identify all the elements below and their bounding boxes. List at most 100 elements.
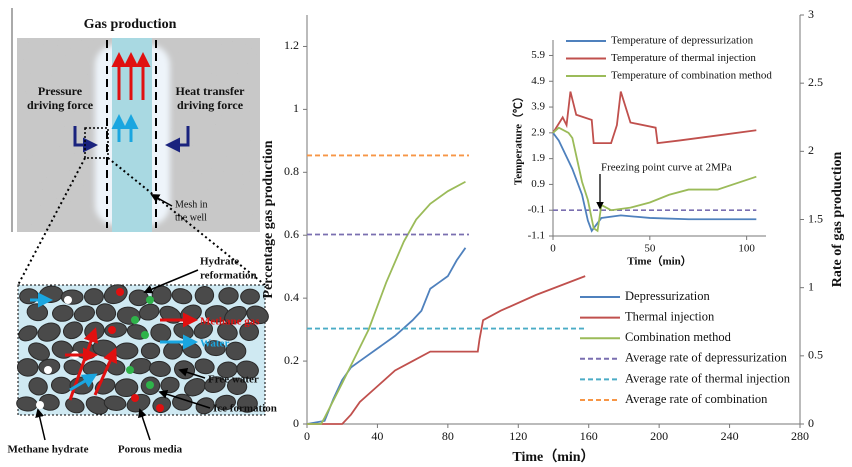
rock (85, 396, 109, 415)
legend-label: Depressurization (625, 289, 710, 303)
particle (146, 296, 154, 304)
legend-label: Temperature of depressurization (611, 35, 754, 47)
rock (217, 322, 238, 341)
y-tick-label: 0.9 (531, 178, 545, 190)
mesh-label: Mesh in (175, 199, 208, 210)
rock (62, 321, 83, 340)
legend-label: Thermal injection (625, 309, 715, 323)
y-tick-label: 4.9 (531, 75, 545, 87)
rock (204, 376, 226, 393)
rock (160, 376, 180, 394)
rock (138, 303, 160, 321)
x-tick-label: 280 (791, 429, 809, 443)
rock (236, 394, 258, 413)
x-tick-label: 200 (650, 429, 668, 443)
x-tick-label: 0 (550, 243, 556, 255)
y-tick-label: 0 (293, 416, 299, 430)
rock (28, 342, 50, 361)
particle (64, 296, 72, 304)
pressure-arrow (73, 126, 98, 153)
y-tick-label: 0.8 (284, 164, 299, 178)
rock (83, 288, 104, 306)
particle (108, 326, 116, 334)
y-tick-label: 0.6 (284, 227, 299, 241)
mesh-label: the well (175, 212, 207, 223)
heat-label: driving force (177, 98, 244, 112)
rock (194, 358, 215, 375)
y2-tick-label: 1 (808, 279, 814, 293)
zoom-box (84, 127, 109, 159)
gas-arrow (93, 347, 117, 396)
y-tick-label: 0.2 (284, 353, 299, 367)
y2-axis-label: Rate of gas production (830, 152, 845, 288)
rock (225, 341, 247, 361)
pressure-label: Pressure (38, 84, 83, 98)
legend-label: Temperature of combination method (611, 70, 772, 82)
rock (114, 378, 139, 398)
ice-pointer (158, 389, 211, 409)
y2-tick-label: 0.5 (808, 348, 823, 362)
porous-label: Porous media (118, 444, 183, 456)
free-water-pointer (178, 367, 206, 379)
x-tick-label: 0 (304, 429, 310, 443)
x-axis-label: Time（min） (627, 255, 692, 268)
particle (44, 366, 52, 374)
y2-tick-label: 2 (808, 143, 814, 157)
series-line (552, 132, 757, 233)
legend-label: Average rate of combination (625, 392, 768, 406)
rock (60, 289, 84, 305)
y-tick-label: -1.1 (528, 230, 545, 242)
rock (16, 358, 39, 377)
particle (146, 381, 154, 389)
reformation-label: Hydrate (200, 256, 239, 268)
rock (246, 305, 269, 325)
rock (226, 377, 248, 395)
rock (28, 377, 48, 396)
hydrate-label: Methane hydrate (8, 444, 89, 456)
rock (150, 323, 172, 343)
series-line (306, 247, 467, 425)
rock (37, 322, 61, 342)
free-water-label: Free water (208, 374, 259, 386)
rock (240, 288, 260, 305)
series-line (307, 180, 466, 425)
x-tick-label: 100 (738, 243, 755, 255)
y-tick-label: -0.1 (528, 204, 545, 216)
y-tick-label: 1 (293, 101, 299, 115)
y-tick-label: 1.9 (531, 152, 545, 164)
x-tick-label: 120 (509, 429, 527, 443)
rock (65, 397, 85, 414)
legend-label: Combination method (625, 330, 732, 344)
series-line (307, 275, 586, 425)
y-tick-label: 2.9 (531, 126, 545, 138)
x-tick-label: 40 (371, 429, 383, 443)
charts: 0 40 80 120 160 200 240 28000.20.40.60.811.200.… (261, 7, 845, 465)
y-axis-label: Temperature（℃） (512, 91, 525, 185)
zoom-line (107, 157, 266, 286)
particle (131, 316, 139, 324)
rock (103, 395, 127, 411)
reformation-pointer (143, 269, 199, 294)
water-label: Water (200, 338, 229, 350)
y-tick-label: 0.4 (284, 290, 299, 304)
rock (95, 303, 117, 322)
diagram: Gas production Pressure driving force He… (8, 8, 277, 456)
series-line (552, 91, 757, 145)
legend-label: Average rate of thermal injection (625, 371, 791, 385)
x-tick-label: 160 (580, 429, 598, 443)
y-tick-label: 1.2 (284, 38, 299, 52)
particle (141, 331, 149, 339)
porous-pointer (138, 408, 151, 441)
rock (18, 325, 38, 342)
rock (39, 393, 60, 411)
zoom-line (17, 157, 86, 286)
rock (194, 286, 215, 305)
water-arrow (69, 373, 98, 392)
rock (52, 304, 74, 322)
rock (73, 305, 95, 323)
rock (215, 394, 236, 411)
y-axis-label: Percentage gas production (261, 140, 276, 298)
y-tick-label: 3.9 (531, 101, 545, 113)
x-tick-label: 50 (644, 243, 656, 255)
